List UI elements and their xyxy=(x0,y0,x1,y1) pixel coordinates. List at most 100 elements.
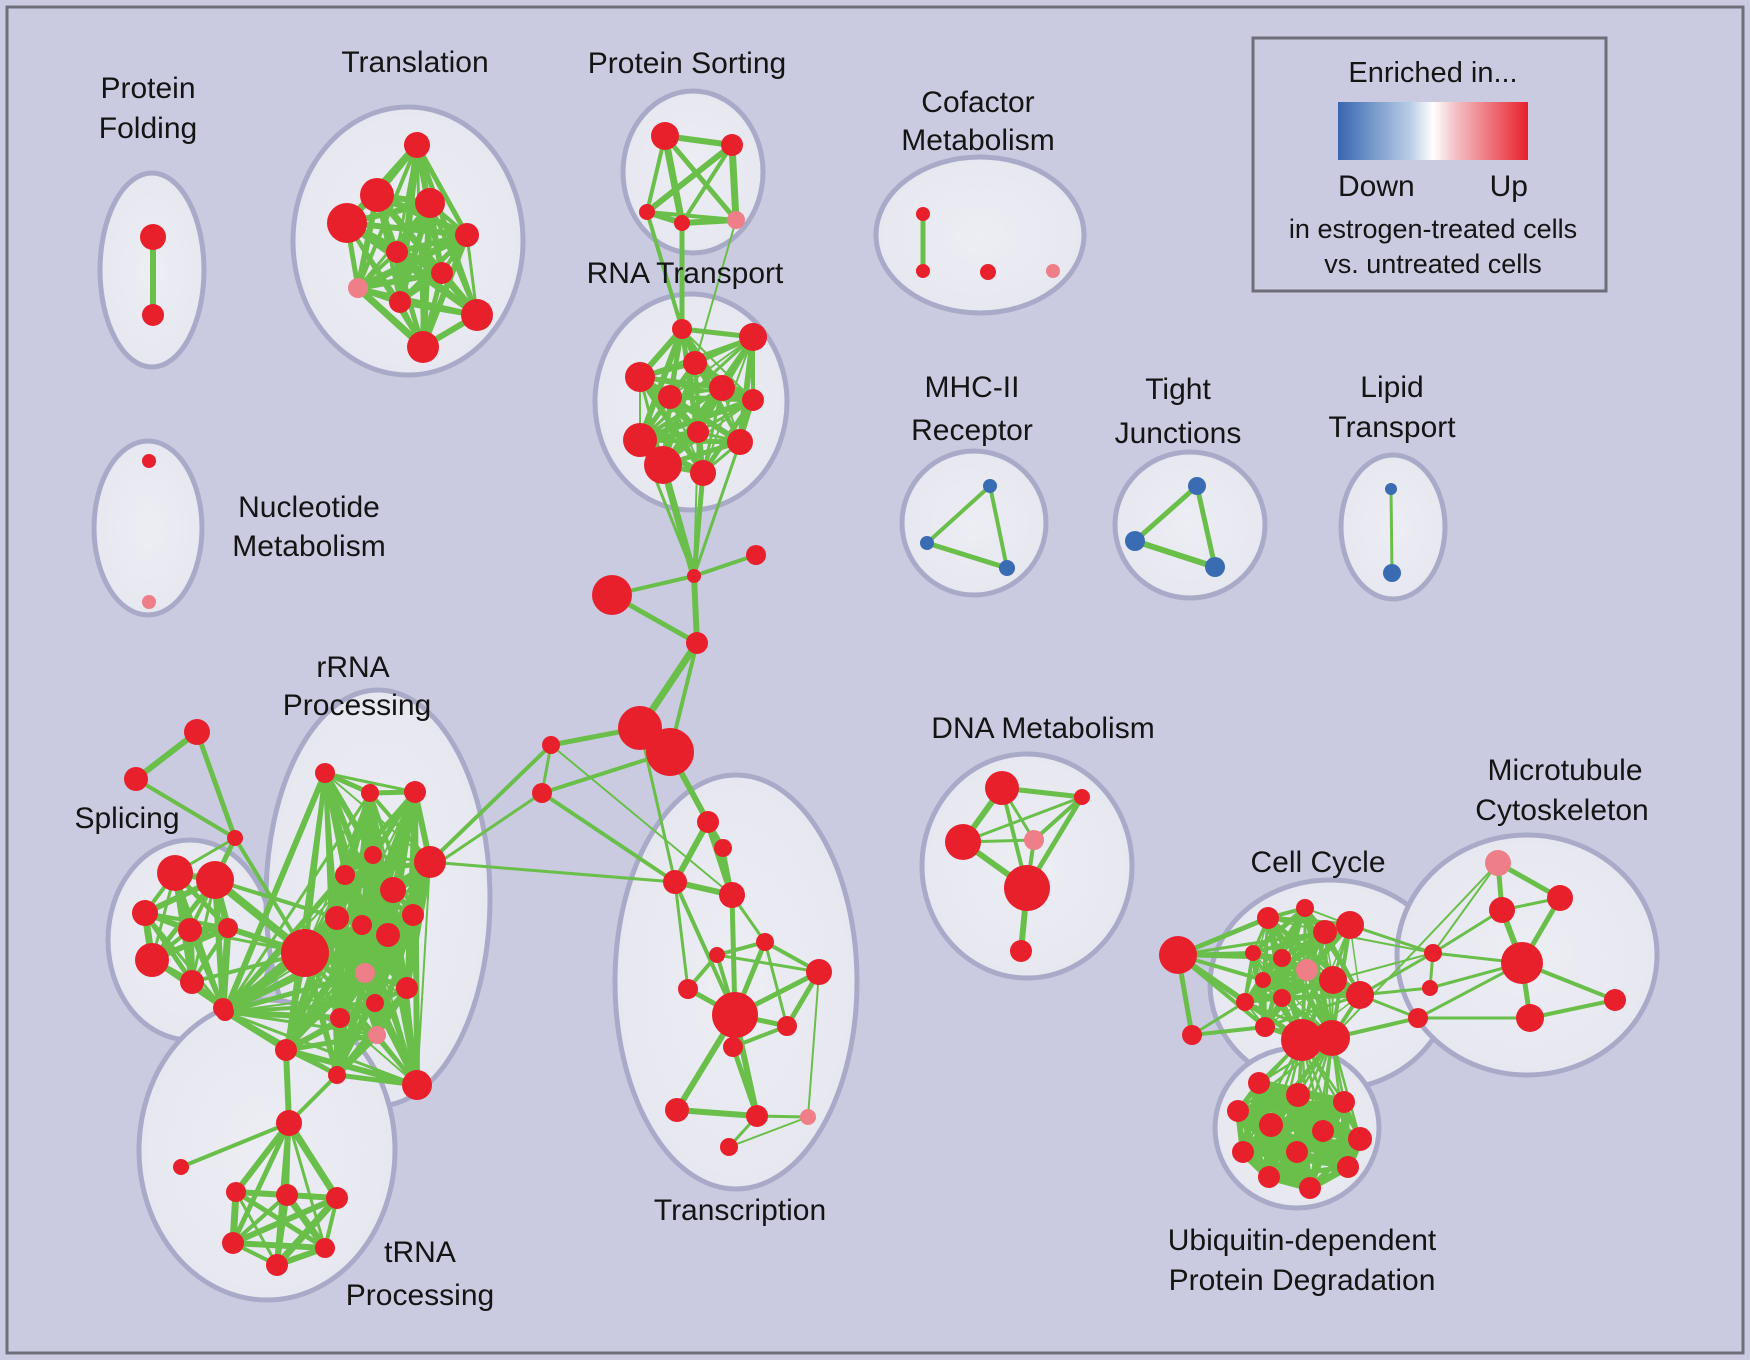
node-rna_transport-0 xyxy=(672,319,692,339)
node-lipid-0 xyxy=(1385,483,1397,495)
node-translation-0 xyxy=(404,132,430,158)
node-microtubule-5 xyxy=(1604,989,1626,1011)
edge-link xyxy=(1358,951,1435,997)
node-cellcycle-10 xyxy=(1236,993,1254,1011)
node-cellcycle-7 xyxy=(1319,966,1347,994)
node-rrna-2 xyxy=(404,781,426,803)
node-rrna-16 xyxy=(368,1026,386,1044)
cluster-label-cellcycle: Cell Cycle xyxy=(1250,846,1385,879)
cluster-label-transcription: Transcription xyxy=(654,1194,826,1227)
node-ubiquitin-0 xyxy=(1248,1072,1270,1094)
node-cellcycle-6 xyxy=(1296,959,1318,981)
edge-rna_transport xyxy=(638,375,755,402)
cluster-label-trna: tRNA xyxy=(384,1236,456,1269)
legend-context-line1: in estrogen-treated cells xyxy=(1289,214,1577,244)
node-splicing-0 xyxy=(157,855,193,891)
node-trna-3 xyxy=(326,1187,348,1209)
node-nucleotide-1 xyxy=(142,595,156,609)
node-cofactor-3 xyxy=(1046,264,1060,278)
node-translation-2 xyxy=(415,188,445,218)
edge-rrna xyxy=(223,791,372,1014)
edge-fan xyxy=(1267,1036,1334,1179)
node-rrna-9 xyxy=(376,923,400,947)
node-rna_transport-11 xyxy=(690,460,716,486)
edge-trna xyxy=(231,1193,289,1245)
edge-microtubule xyxy=(1431,908,1504,955)
cluster-ellipse-mhc xyxy=(899,448,1049,598)
edge-trna xyxy=(230,1240,328,1251)
node-splicing-2 xyxy=(132,900,158,926)
node-rna_transport-9 xyxy=(727,429,753,455)
edge-lipid xyxy=(1389,487,1394,575)
node-trna-4 xyxy=(222,1232,244,1254)
node-rrna-4 xyxy=(335,865,355,885)
node-connectors-5 xyxy=(646,728,694,776)
edge-trna xyxy=(273,1194,341,1269)
node-splicing_satellite-2 xyxy=(227,830,243,846)
node-microtubule-0 xyxy=(1485,850,1511,876)
cluster-label-rna_transport: RNA Transport xyxy=(587,257,784,290)
edge-cellcycle xyxy=(1176,930,1327,957)
edge-rrna xyxy=(372,1000,420,1088)
node-rrna-14 xyxy=(366,994,384,1012)
edge-trna xyxy=(233,1120,292,1195)
node-ubiquitin-10 xyxy=(1299,1177,1321,1199)
node-cellcycle-16 xyxy=(1182,1025,1202,1045)
node-translation-8 xyxy=(389,291,411,313)
node-protein_folding-0 xyxy=(140,224,166,250)
node-ubiquitin-5 xyxy=(1312,1120,1334,1142)
node-rna_transport-1 xyxy=(739,323,767,351)
edge-link xyxy=(694,219,737,364)
node-mhc-0 xyxy=(983,479,997,493)
legend-context-line2: vs. untreated cells xyxy=(1324,249,1542,279)
edge-trna xyxy=(274,1192,290,1268)
node-rrna-17 xyxy=(275,1039,297,1061)
node-ubiquitin-8 xyxy=(1348,1127,1372,1151)
edge-splicing xyxy=(143,911,225,1010)
node-transcription-13 xyxy=(800,1109,816,1125)
cluster-label-nucleotide: Metabolism xyxy=(232,530,385,563)
node-dna-2 xyxy=(945,824,981,860)
node-transcription-12 xyxy=(746,1105,768,1127)
cluster-ellipse-cofactor xyxy=(873,154,1087,316)
node-transcription-14 xyxy=(720,1138,738,1156)
node-cellcycle-3 xyxy=(1336,911,1364,939)
node-cofactor-2 xyxy=(980,264,996,280)
node-translation-9 xyxy=(461,299,493,331)
node-trna-7 xyxy=(173,1159,189,1175)
edge-rrna xyxy=(323,771,417,794)
node-cellcycle-4 xyxy=(1245,945,1261,961)
edge-protein_sorting xyxy=(679,217,739,226)
node-trna-5 xyxy=(315,1238,335,1258)
node-cellcycle-5 xyxy=(1273,949,1291,967)
cluster-label-rrna: rRNA xyxy=(316,651,389,684)
edge-tight xyxy=(1194,483,1218,570)
node-splicing_satellite-1 xyxy=(124,767,148,791)
node-transcription-6 xyxy=(806,959,832,985)
node-splicing-4 xyxy=(218,918,238,938)
cluster-label-ubiquitin: Ubiquitin-dependent xyxy=(1168,1224,1437,1257)
node-connectors-0 xyxy=(687,569,701,583)
edge-link xyxy=(540,791,677,884)
edge-microtubule xyxy=(1432,862,1499,954)
node-connectors-6 xyxy=(542,736,560,754)
edge-link xyxy=(428,860,677,884)
node-protein_sorting-4 xyxy=(727,211,745,229)
node-transcription-2 xyxy=(663,870,687,894)
cluster-label-splicing: Splicing xyxy=(74,802,179,835)
node-cellcycle-12 xyxy=(1255,1017,1275,1037)
node-ubiquitin-6 xyxy=(1232,1141,1254,1163)
edge-rrna xyxy=(339,1017,418,1086)
edge-link xyxy=(692,440,742,578)
cluster-label-protein_folding: Folding xyxy=(99,112,197,145)
edge-tight xyxy=(1132,538,1218,570)
node-cellcycle-13 xyxy=(1281,1019,1323,1061)
edge-link xyxy=(645,210,684,331)
node-dna-0 xyxy=(985,771,1019,805)
node-ubiquitin-2 xyxy=(1227,1100,1249,1122)
node-translation-4 xyxy=(455,223,479,247)
node-rrna-7 xyxy=(325,906,349,930)
node-microtubule-7 xyxy=(1422,980,1438,996)
node-microtubule-4 xyxy=(1516,1004,1544,1032)
